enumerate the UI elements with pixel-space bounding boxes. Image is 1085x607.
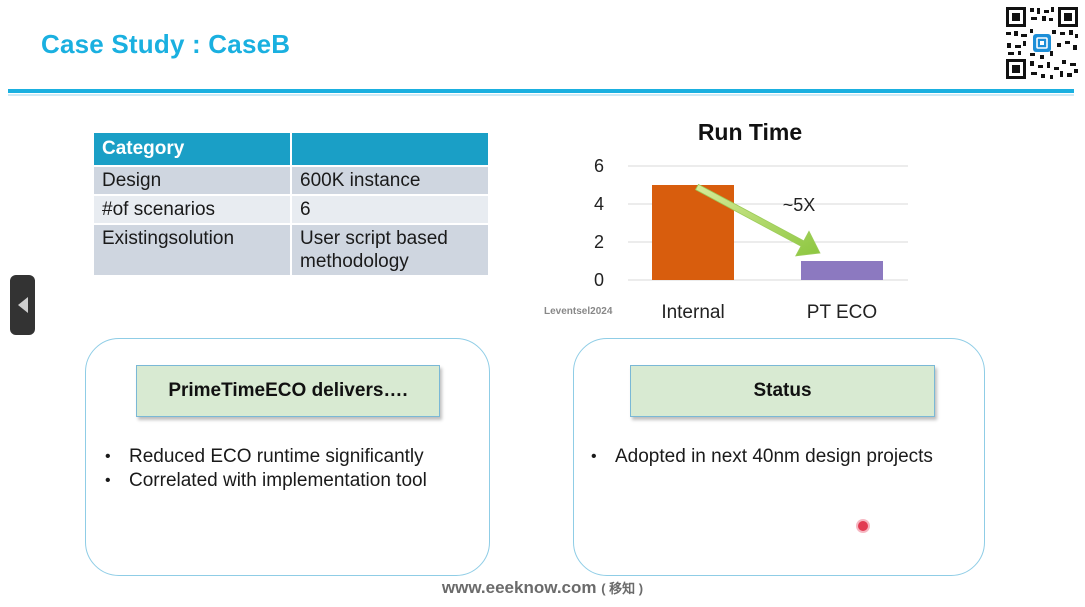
table-cell: 600K instance: [291, 165, 490, 195]
footer-sub: ( 移知 ): [601, 581, 644, 596]
status-heading: Status: [630, 365, 935, 417]
pointer-dot: [858, 521, 868, 531]
table-cell: 6: [291, 194, 490, 224]
x-category-label: PT ECO: [807, 302, 877, 323]
delivers-heading: PrimeTimeECO delivers….: [136, 365, 440, 417]
list-item: Reduced ECO runtime significantly: [104, 445, 427, 469]
table-cell: Design: [94, 165, 292, 195]
annotation-label: ~5X: [783, 195, 816, 215]
y-tick-label: 6: [594, 156, 604, 176]
delivers-panel: PrimeTimeECO delivers…. Reduced ECO runt…: [85, 338, 490, 576]
y-tick-label: 4: [594, 194, 604, 214]
y-tick-label: 0: [594, 270, 604, 290]
table-cell: #of scenarios: [94, 194, 292, 224]
table-row: Existingsolution User script based metho…: [94, 223, 490, 275]
table-cell: User script based methodology: [291, 223, 490, 275]
annotation-arrow: [695, 183, 821, 257]
table-header-value: [291, 133, 490, 166]
status-bullet-list: Adopted in next 40nm design projects: [590, 445, 933, 469]
table-cell: Existingsolution: [94, 223, 292, 275]
status-panel: Status Adopted in next 40nm design proje…: [573, 338, 985, 576]
title-divider-shadow: [8, 94, 1074, 96]
chart-title: Run Time: [698, 119, 802, 145]
slide-title: Case Study : CaseB: [41, 29, 291, 59]
bar: [801, 261, 883, 280]
footer-site: www.eeeknow.com: [441, 578, 597, 597]
qr-code-icon: [1004, 5, 1080, 81]
category-table: Category Design 600K instance #of scenar…: [94, 133, 490, 275]
list-item: Adopted in next 40nm design projects: [590, 445, 933, 469]
x-category-label: Internal: [661, 302, 724, 323]
triangle-left-icon: [17, 297, 28, 313]
runtime-chart: Run Time 0 2 4 6 Internal PT ECO ~5X Leventsel20…: [544, 119, 908, 323]
previous-slide-button[interactable]: [10, 275, 35, 335]
y-tick-label: 2: [594, 232, 604, 252]
table-row: Design 600K instance: [94, 165, 490, 195]
delivers-bullet-list: Reduced ECO runtime significantly Correl…: [104, 445, 427, 493]
list-item: Correlated with implementation tool: [104, 469, 427, 493]
title-divider: [8, 89, 1074, 93]
chart-credit: Leventsel2024: [544, 306, 613, 317]
table-header-row: Category: [94, 133, 490, 166]
table-header-category: Category: [94, 133, 292, 166]
table-row: #of scenarios 6: [94, 194, 490, 224]
footer: www.eeeknow.com ( 移知 ): [0, 578, 1085, 598]
